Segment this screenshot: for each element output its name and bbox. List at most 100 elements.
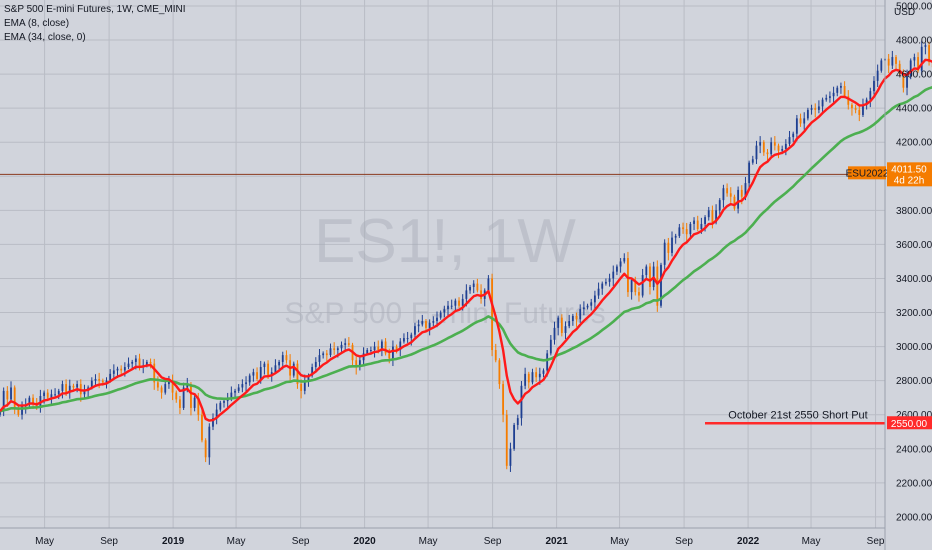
candle-body[interactable] [843, 86, 846, 97]
candle-body[interactable] [862, 104, 864, 115]
candle-body[interactable] [458, 300, 460, 306]
candle-body[interactable] [671, 237, 673, 253]
candle-body[interactable] [751, 159, 754, 163]
candle-body[interactable] [476, 283, 479, 291]
candle-body[interactable] [729, 193, 732, 197]
candle-body[interactable] [179, 399, 181, 408]
candle-body[interactable] [762, 142, 765, 153]
candle-body[interactable] [43, 392, 45, 396]
candle-body[interactable] [98, 378, 101, 381]
candle-body[interactable] [454, 300, 457, 306]
candle-body[interactable] [472, 283, 475, 287]
candle-body[interactable] [190, 384, 192, 408]
candle-body[interactable] [854, 108, 857, 110]
candle-body[interactable] [403, 338, 405, 342]
candle-body[interactable] [542, 370, 545, 374]
candle-body[interactable] [748, 162, 751, 184]
candle-body[interactable] [759, 142, 762, 146]
candle-body[interactable] [726, 188, 729, 194]
candle-body[interactable] [212, 418, 214, 427]
candle-body[interactable] [909, 60, 912, 76]
candle-body[interactable] [436, 317, 438, 322]
candle-body[interactable] [149, 361, 152, 364]
candle-body[interactable] [803, 118, 806, 124]
candle-body[interactable] [535, 372, 538, 378]
candle-body[interactable] [292, 363, 295, 376]
candle-body[interactable] [2, 390, 5, 412]
candle-body[interactable] [90, 380, 93, 388]
candle-body[interactable] [601, 283, 604, 289]
candle-body[interactable] [928, 45, 930, 63]
candle-body[interactable] [417, 324, 420, 327]
candle-body[interactable] [895, 57, 897, 64]
candle-body[interactable] [369, 350, 372, 352]
candle-body[interactable] [285, 355, 288, 361]
candle-body[interactable] [693, 220, 695, 224]
candle-body[interactable] [395, 346, 398, 351]
candle-body[interactable] [788, 137, 791, 144]
candle-body[interactable] [175, 392, 178, 400]
candle-body[interactable] [766, 152, 769, 155]
candle-body[interactable] [406, 338, 409, 340]
candle-body[interactable] [50, 394, 53, 398]
candle-body[interactable] [259, 367, 262, 379]
candle-body[interactable] [105, 380, 108, 383]
candle-body[interactable] [711, 210, 714, 223]
candle-body[interactable] [425, 321, 427, 328]
candle-body[interactable] [399, 341, 402, 351]
candle-body[interactable] [869, 91, 872, 100]
candle-body[interactable] [616, 266, 618, 272]
candle-body[interactable] [311, 367, 314, 376]
candle-body[interactable] [887, 58, 890, 66]
candle-body[interactable] [373, 346, 376, 351]
candle-body[interactable] [248, 375, 251, 383]
candle-body[interactable] [582, 307, 585, 310]
candle-body[interactable] [913, 57, 916, 61]
candle-body[interactable] [392, 346, 394, 359]
candle-body[interactable] [707, 210, 710, 218]
candle-body[interactable] [329, 348, 332, 356]
candle-body[interactable] [171, 380, 174, 393]
candle-body[interactable] [829, 96, 831, 98]
candle-body[interactable] [553, 327, 556, 340]
candle-body[interactable] [593, 295, 596, 303]
candle-body[interactable] [101, 380, 104, 383]
candle-body[interactable] [116, 368, 119, 371]
candle-body[interactable] [410, 334, 413, 339]
candle-body[interactable] [649, 266, 651, 287]
candle-body[interactable] [715, 210, 717, 223]
candle-body[interactable] [619, 261, 622, 267]
short-put-annotation[interactable]: October 21st 2550 Short Put [705, 409, 885, 425]
candle-body[interactable] [817, 106, 820, 110]
candle-body[interactable] [83, 390, 86, 395]
candle-body[interactable] [718, 200, 721, 211]
candle-body[interactable] [781, 149, 784, 151]
candle-body[interactable] [355, 360, 358, 368]
candle-body[interactable] [6, 390, 9, 400]
candle-body[interactable] [865, 99, 868, 105]
candle-body[interactable] [333, 348, 336, 351]
candle-body[interactable] [700, 223, 703, 230]
candle-body[interactable] [491, 278, 493, 351]
candle-body[interactable] [575, 315, 578, 320]
candle-body[interactable] [461, 298, 464, 306]
candle-body[interactable] [61, 384, 64, 391]
candle-body[interactable] [145, 361, 148, 366]
candle-body[interactable] [840, 86, 842, 88]
candle-body[interactable] [377, 346, 380, 351]
candle-body[interactable] [538, 373, 541, 378]
candle-body[interactable] [777, 145, 780, 151]
candle-body[interactable] [873, 80, 875, 92]
candle-body[interactable] [557, 317, 560, 328]
candle-body[interactable] [439, 312, 442, 318]
candle-body[interactable] [274, 365, 277, 373]
candle-body[interactable] [241, 384, 244, 388]
candle-body[interactable] [197, 397, 200, 415]
candle-body[interactable] [608, 278, 611, 282]
candle-body[interactable] [590, 302, 593, 306]
candle-body[interactable] [627, 258, 629, 293]
candle-body[interactable] [57, 390, 60, 395]
candle-body[interactable] [564, 326, 567, 333]
candle-body[interactable] [168, 380, 170, 385]
candle-body[interactable] [336, 348, 339, 351]
